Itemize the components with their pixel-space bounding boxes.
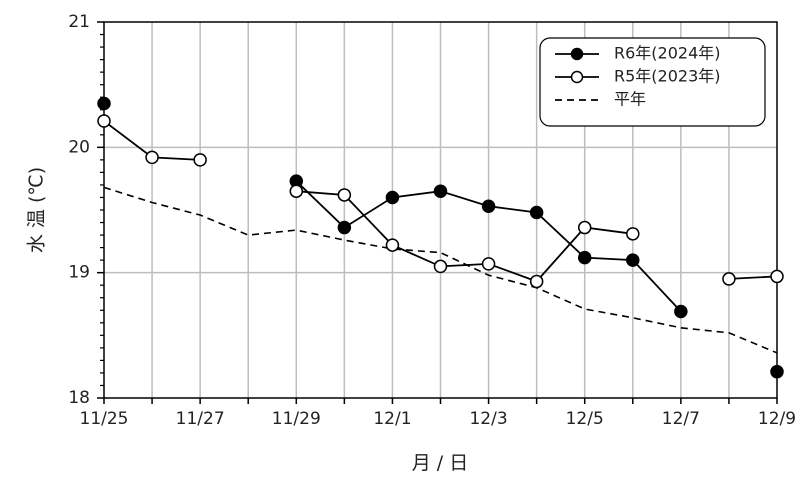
data-point	[337, 188, 352, 202]
y-axis-title: 水 温 (℃)	[26, 167, 48, 253]
data-point	[674, 304, 688, 319]
data-point	[626, 227, 640, 241]
x-tick-label: 12/5	[566, 409, 604, 429]
data-point	[433, 184, 448, 198]
x-tick-labels: 11/25 11/27 11/29 12/1 12/3 12/5 12/7 12/9	[80, 409, 797, 429]
y-tick-label: 20	[68, 137, 90, 157]
legend-entries: R6年(2024年) R5年(2023年) 平年	[555, 44, 721, 109]
x-tick-label: 11/29	[272, 409, 321, 429]
y-tick-label: 19	[68, 263, 90, 283]
x-tick-label: 12/3	[469, 409, 507, 429]
legend-marker-1	[570, 70, 584, 84]
series-layer	[97, 96, 784, 379]
y-tick-labels: 18 19 20 21	[68, 12, 90, 408]
data-point	[722, 272, 736, 286]
data-point	[433, 259, 448, 274]
data-point	[145, 150, 159, 165]
data-point	[337, 220, 352, 235]
legend-marker-0	[570, 47, 584, 61]
data-point	[770, 269, 784, 284]
x-tick-label: 11/25	[80, 409, 129, 429]
legend: R6年(2024年) R5年(2023年) 平年	[539, 37, 766, 127]
axis-ticks	[97, 21, 778, 404]
data-point	[577, 220, 592, 235]
x-tick-label: 12/1	[373, 409, 411, 429]
x-axis-title: 月 / 日	[412, 452, 468, 474]
data-point	[289, 184, 304, 198]
data-point	[529, 274, 544, 289]
data-point	[385, 190, 400, 205]
series-markers-0	[97, 96, 784, 379]
x-tick-label: 11/27	[176, 409, 225, 429]
series-markers-1	[97, 114, 784, 289]
y-tick-label: 21	[68, 12, 90, 32]
data-point	[193, 153, 207, 167]
data-point	[385, 238, 400, 252]
data-point	[481, 199, 496, 213]
data-point	[97, 96, 111, 111]
data-point	[770, 364, 784, 379]
data-point	[97, 114, 111, 128]
series-line-1	[296, 190, 633, 283]
legend-label-0: R6年(2024年)	[614, 44, 721, 63]
legend-box	[539, 37, 766, 127]
legend-label-2: 平年	[614, 90, 646, 109]
data-point	[626, 253, 640, 267]
y-tick-label: 18	[68, 388, 90, 408]
x-tick-label: 12/9	[758, 409, 796, 429]
data-point	[529, 205, 544, 220]
data-point	[481, 257, 496, 271]
legend-label-1: R5年(2023年)	[614, 67, 721, 86]
x-tick-label: 12/7	[662, 409, 700, 429]
series-line-1	[728, 275, 778, 280]
data-point	[577, 250, 592, 265]
